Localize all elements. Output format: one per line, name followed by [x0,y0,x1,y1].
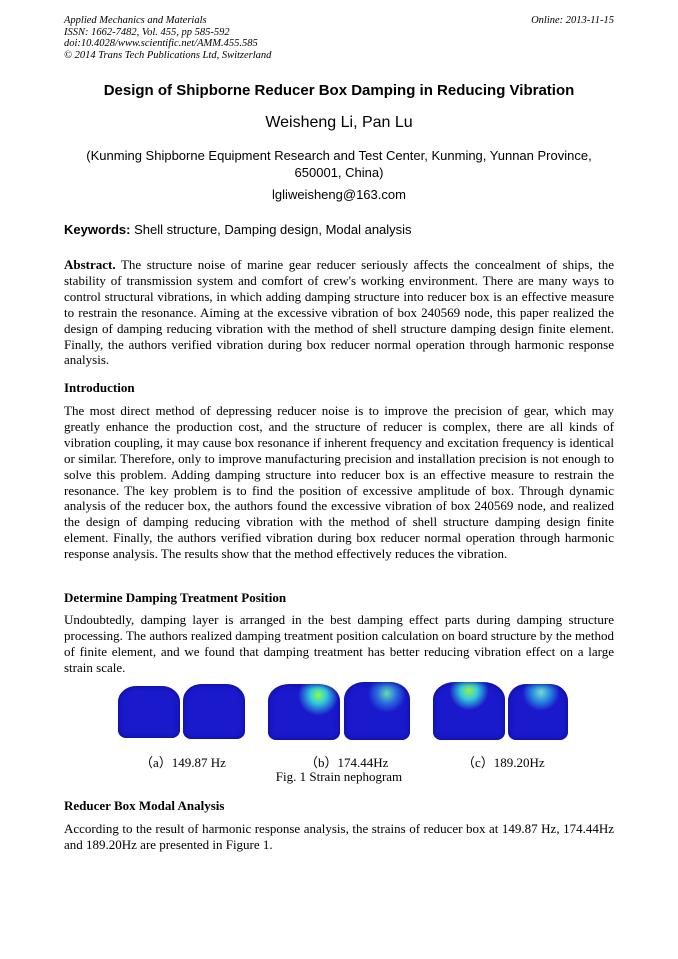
issn: ISSN: 1662-7482, Vol. 455, pp 585-592 [64,26,230,38]
journal-name: Applied Mechanics and Materials [64,15,207,26]
authors: Weisheng Li, Pan Lu [265,114,413,131]
section-heading: Reducer Box Modal Analysis [64,798,225,813]
section-text: The most direct method of depressing red… [64,403,614,562]
section-text: Undoubtedly, damping layer is arranged i… [64,612,614,675]
journal-header: Applied Mechanics and Materials ISSN: 16… [64,15,271,61]
strain-image-c2 [508,684,568,740]
keywords-text: Shell structure, Damping design, Modal a… [130,222,412,237]
strain-image-a1 [118,686,180,738]
keywords-label: Keywords: [64,222,131,237]
paper-title: Design of Shipborne Reducer Box Damping … [103,82,575,99]
strain-image-c1 [433,682,505,740]
section-heading: Determine Damping Treatment Position [64,590,287,605]
keywords: Keywords: Shell structure, Damping desig… [64,222,412,237]
section-heading: Introduction [64,380,135,395]
subcaption-c: （c）189.20Hz [462,755,545,770]
figure-caption: Fig. 1 Strain nephogram [275,769,403,784]
affiliation: (Kunming Shipborne Equipment Research an… [86,148,592,180]
subcaption-b: （b）174.44Hz [305,755,389,770]
doi: doi:10.4028/www.scientific.net/AMM.455.5… [64,38,258,49]
strain-image-a2 [183,684,245,739]
email: lgliweisheng@163.com [272,187,406,202]
section-text: According to the result of harmonic resp… [64,821,614,852]
subcaption-a: （a）149.87 Hz [140,755,226,770]
online-date: Online: 2013-11-15 [531,15,614,26]
strain-image-b2 [344,682,410,740]
copyright: © 2014 Trans Tech Publications Ltd, Swit… [64,49,272,61]
abstract-label: Abstract. [64,257,116,272]
abstract-text: The structure noise of marine gear reduc… [64,257,614,368]
strain-image-b1 [268,684,340,740]
abstract: Abstract. The structure noise of marine … [64,257,614,368]
